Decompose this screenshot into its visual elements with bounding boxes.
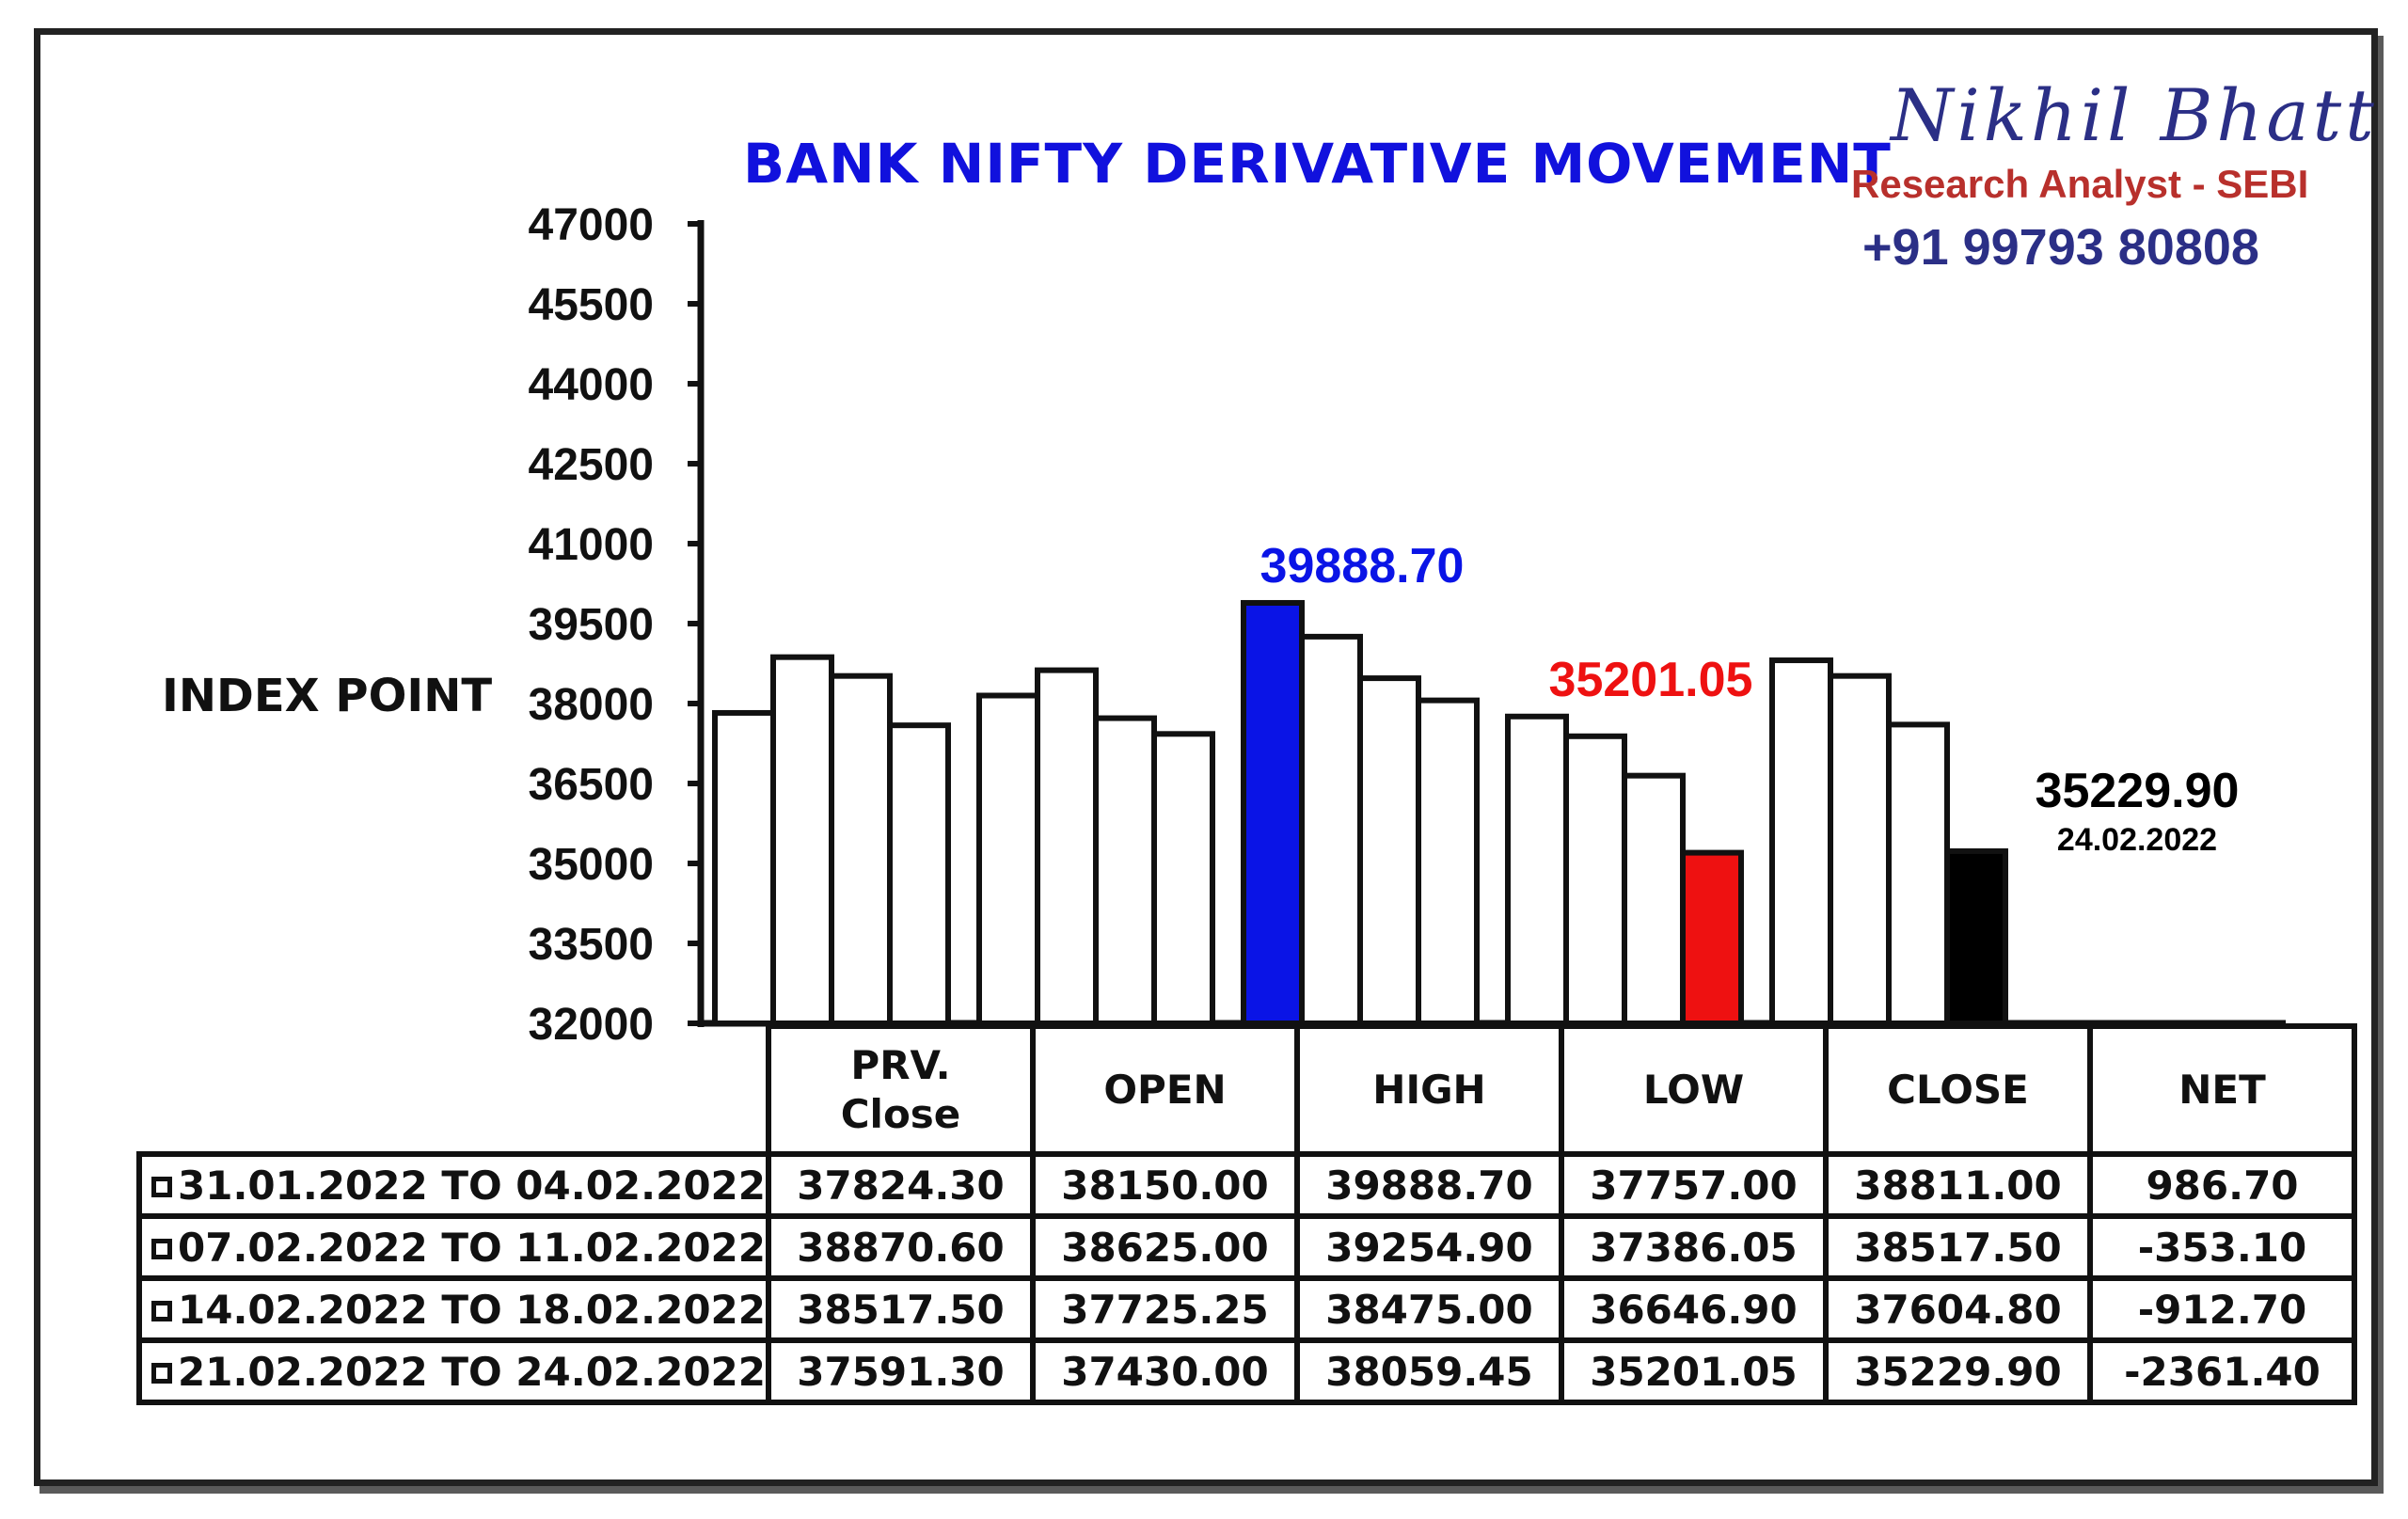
y-tick-label: 35000 [529,840,654,890]
bar [1151,731,1215,1026]
cell-low: 36646.90 [1559,1275,1829,1343]
cell-close: 37604.80 [1823,1275,2093,1343]
bar [1093,715,1157,1026]
row-label: 21.02.2022 TO 24.02.2022 [136,1337,771,1405]
bar [1035,667,1099,1026]
cell-high: 38059.45 [1294,1337,1564,1405]
cell-high: 38475.00 [1294,1275,1564,1343]
close-date-callout: 24.02.2022 [2057,822,2217,858]
cell-close: 38517.50 [1823,1213,2093,1281]
low-callout: 35201.05 [1549,653,1753,707]
cell-high: 39888.70 [1294,1151,1564,1219]
brand-phone: +91 99793 80808 [1862,219,2259,276]
cell-close: 35229.90 [1823,1337,2093,1405]
bar [1505,713,1569,1027]
y-tick-label: 39500 [529,600,654,650]
cell-net: -912.70 [2087,1275,2357,1343]
chart-title: BANK NIFTY DERIVATIVE MOVEMENT [743,132,1892,196]
bar [1622,772,1686,1026]
cell-open: 38150.00 [1030,1151,1300,1219]
data-table: PRV. Close OPEN HIGH LOW CLOSE NET 31.01… [136,1023,2357,1405]
cell-open: 37725.25 [1030,1275,1300,1343]
bar [1299,633,1363,1026]
cell-open: 38625.00 [1030,1213,1300,1281]
header-prv-close: PRV. Close [766,1023,1036,1157]
cell-net: -353.10 [2087,1213,2357,1281]
y-tick-label: 36500 [529,760,654,810]
y-tick-label: 41000 [529,520,654,570]
legend-square-icon [151,1300,172,1321]
cell-prv-close: 37824.30 [766,1151,1036,1219]
cell-low: 37386.05 [1559,1213,1829,1281]
table-row: 07.02.2022 TO 11.02.2022 38870.60 38625.… [136,1213,2357,1281]
legend-square-icon [151,1176,172,1197]
y-tick-label: 42500 [529,440,654,490]
bar [976,692,1040,1026]
row-label: 14.02.2022 TO 18.02.2022 [136,1275,771,1343]
bar [1563,733,1627,1027]
cell-prv-close: 38870.60 [766,1213,1036,1281]
high-callout: 39888.70 [1260,539,1465,593]
bar [712,709,776,1027]
bar [1680,849,1744,1027]
table-header-row: PRV. Close OPEN HIGH LOW CLOSE NET [139,1023,2357,1157]
y-tick-label: 45500 [529,280,654,330]
cell-open: 37430.00 [1030,1337,1300,1405]
bar [1416,697,1480,1026]
y-tick-label: 47000 [529,200,654,250]
close-callout: 35229.90 [2036,764,2240,818]
bar [1241,599,1305,1027]
table-corner [139,1026,768,1157]
brand-role: Research Analyst - SEBI [1851,162,2309,206]
legend-square-icon [151,1362,172,1384]
cell-net: -2361.40 [2087,1337,2357,1405]
cell-high: 39254.90 [1294,1213,1564,1281]
bar [829,672,893,1026]
y-tick-label: 33500 [529,920,654,970]
bar [1769,657,1833,1026]
header-high: HIGH [1294,1023,1564,1157]
y-tick-label: 44000 [529,360,654,410]
table-row: 21.02.2022 TO 24.02.2022 37591.30 37430.… [136,1337,2357,1405]
brand-name: Nikhil Bhatt [1891,73,2378,157]
bar [887,722,951,1026]
cell-prv-close: 37591.30 [766,1337,1036,1405]
row-label: 31.01.2022 TO 04.02.2022 [136,1151,771,1219]
legend-square-icon [151,1238,172,1259]
header-low: LOW [1559,1023,1829,1157]
bar [1828,672,1892,1026]
header-close: CLOSE [1823,1023,2093,1157]
header-net: NET [2087,1023,2357,1157]
bar [1944,847,2008,1027]
chart-frame [34,28,2378,1486]
header-open: OPEN [1030,1023,1300,1157]
table-row: 14.02.2022 TO 18.02.2022 38517.50 37725.… [136,1275,2357,1343]
y-tick-label: 38000 [529,680,654,730]
bar [1357,675,1421,1026]
cell-low: 35201.05 [1559,1337,1829,1405]
cell-net: 986.70 [2087,1151,2357,1219]
bar [770,654,834,1027]
row-label: 07.02.2022 TO 11.02.2022 [136,1213,771,1281]
cell-prv-close: 38517.50 [766,1275,1036,1343]
bar [1886,721,1950,1026]
table-row: 31.01.2022 TO 04.02.2022 37824.30 38150.… [136,1151,2357,1219]
y-axis-label: INDEX POINT [162,670,493,722]
cell-low: 37757.00 [1559,1151,1829,1219]
cell-close: 38811.00 [1823,1151,2093,1219]
